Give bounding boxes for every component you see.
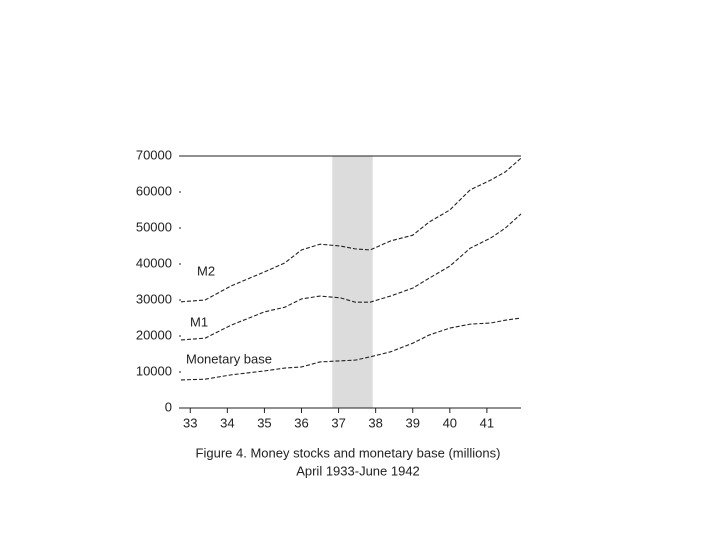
series-label: M2 (197, 263, 215, 278)
y-tick-label: 40000 (136, 255, 172, 270)
x-tick-label: 34 (220, 415, 234, 430)
shaded-region (332, 156, 373, 408)
series-label: M1 (190, 314, 208, 329)
x-tick-label: 39 (405, 415, 419, 430)
y-tick-label: 30000 (136, 291, 172, 306)
series-line (180, 157, 522, 303)
x-tick-label: 41 (480, 415, 494, 430)
y-tick-label: 0 (165, 399, 172, 414)
x-tick-label: 40 (443, 415, 457, 430)
caption: Figure 4. Money stocks and monetary base… (196, 445, 501, 460)
y-tick-label: 70000 (136, 147, 172, 162)
y-tick-label: 60000 (136, 183, 172, 198)
x-tick-label: 35 (257, 415, 271, 430)
caption: April 1933-June 1942 (296, 463, 420, 478)
x-tick-label: 38 (368, 415, 382, 430)
x-tick-label: 37 (331, 415, 345, 430)
x-tick-label: 33 (183, 415, 197, 430)
series-line (180, 317, 522, 381)
series-label: Monetary base (186, 351, 272, 366)
y-tick-label: 10000 (136, 363, 172, 378)
y-tick-label: 20000 (136, 327, 172, 342)
x-tick-label: 36 (294, 415, 308, 430)
y-tick-label: 50000 (136, 219, 172, 234)
